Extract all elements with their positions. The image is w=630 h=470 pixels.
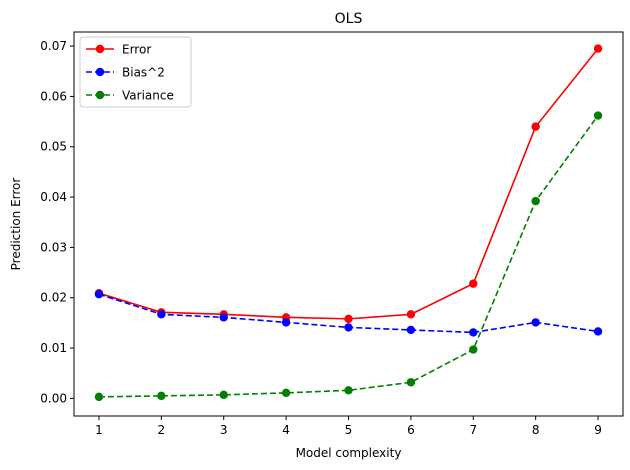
y-axis-label: Prediction Error — [9, 178, 23, 271]
data-point-variance — [281, 388, 291, 398]
legend-label: Bias^2 — [122, 66, 165, 80]
data-point-error — [531, 122, 540, 131]
legend-item-error: Error — [86, 43, 151, 57]
series-variance — [94, 111, 603, 402]
y-tick-label: 0.06 — [40, 89, 67, 103]
x-tick-label: 3 — [220, 423, 228, 437]
data-point-variance — [344, 386, 353, 395]
data-point-variance — [219, 390, 228, 400]
data-point-bias-2 — [531, 318, 540, 327]
legend-marker — [95, 90, 105, 100]
x-tick-label: 6 — [407, 423, 415, 437]
legend-marker — [95, 67, 105, 77]
legend-label: Variance — [122, 89, 174, 103]
x-tick-label: 8 — [532, 423, 540, 437]
x-tick-label: 9 — [594, 423, 602, 437]
data-point-bias-2 — [469, 328, 478, 337]
x-tick-label: 4 — [282, 423, 290, 437]
x-tick-label: 7 — [469, 423, 477, 437]
legend-box — [79, 36, 192, 108]
legend-marker — [95, 44, 105, 54]
data-point-variance — [469, 345, 478, 354]
data-point-bias-2 — [94, 290, 104, 299]
data-point-error — [469, 279, 478, 288]
data-point-bias-2 — [344, 323, 353, 332]
data-point-error — [406, 310, 416, 319]
data-point-error — [593, 44, 603, 53]
x-tick-label: 5 — [345, 423, 353, 437]
legend-item-bias-2: Bias^2 — [86, 66, 165, 80]
y-tick-label: 0.00 — [40, 391, 67, 405]
data-point-variance — [406, 378, 416, 387]
legend-item-variance: Variance — [86, 89, 174, 103]
y-tick-label: 0.07 — [40, 39, 67, 53]
y-tick-label: 0.04 — [40, 190, 67, 204]
x-axis-label: Model complexity — [296, 446, 402, 460]
data-point-bias-2 — [281, 318, 291, 327]
series-line-variance — [98, 115, 599, 398]
y-tick-label: 0.02 — [40, 291, 67, 305]
y-tick-label: 0.03 — [40, 240, 67, 254]
x-tick-label: 2 — [158, 423, 166, 437]
data-point-error — [344, 314, 353, 324]
legend: Error Bias^2 Variance — [79, 36, 192, 108]
legend-label: Error — [122, 43, 151, 57]
x-tick-label: 1 — [95, 423, 103, 437]
series-layer — [94, 44, 603, 402]
data-point-bias-2 — [219, 313, 228, 322]
data-point-variance — [593, 111, 603, 120]
y-tick-label: 0.05 — [40, 140, 67, 154]
series-bias-2 — [94, 290, 603, 337]
data-point-variance — [531, 196, 540, 206]
data-point-variance — [94, 392, 104, 402]
data-point-bias-2 — [157, 310, 166, 319]
x-axis: 1 2 3 4 5 6 7 8 9 — [95, 416, 602, 437]
data-point-bias-2 — [406, 325, 416, 335]
chart-title: OLS — [335, 11, 363, 27]
y-tick-label: 0.01 — [40, 341, 67, 355]
data-point-bias-2 — [593, 327, 603, 336]
data-point-variance — [157, 391, 166, 401]
y-axis: 0.00 0.01 0.02 0.03 0.04 0.05 0.06 0.07 — [40, 39, 74, 405]
